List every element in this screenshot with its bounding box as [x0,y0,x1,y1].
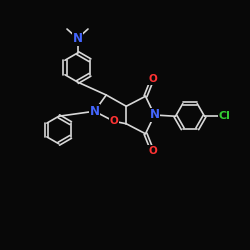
Text: O: O [110,116,118,126]
Text: N: N [72,32,83,45]
Text: N: N [150,108,160,122]
Text: O: O [148,146,157,156]
Text: Cl: Cl [218,111,230,121]
Text: N: N [90,105,100,118]
Text: O: O [148,74,157,84]
